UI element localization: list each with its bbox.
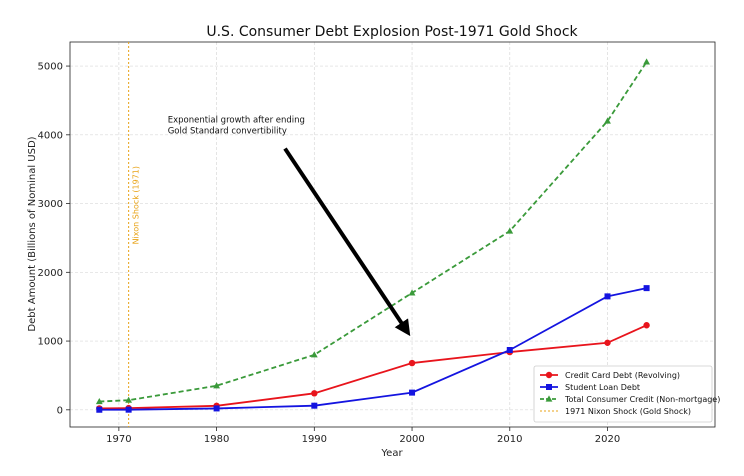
total-consumer-credit-point-2024	[643, 58, 650, 65]
total-consumer-credit-point-1990	[310, 351, 318, 358]
legend: Credit Card Debt (Revolving) Student Loa…	[533, 365, 720, 423]
student-loan-point-2010	[506, 347, 513, 353]
student-loan-line	[99, 287, 647, 411]
gridlines	[70, 42, 715, 427]
y-tick-label-5000: 5000	[38, 62, 63, 73]
annotation-group: Exponential growth after ending Gold Sta…	[168, 116, 411, 337]
credit-card-point-1990	[311, 390, 318, 397]
axis-ticks: 1970 1980 1990 2000 2010 2020 0 1000 2000 3000 400…	[38, 62, 621, 445]
x-tick-label-2020: 2020	[595, 434, 620, 445]
student-loan-point-2024	[643, 285, 650, 292]
y-tick-label-3000: 3000	[38, 199, 63, 210]
x-tick-label-2010: 2010	[497, 434, 522, 445]
nixon-shock-label: Nixon Shock (1971)	[132, 166, 141, 244]
plot-area	[69, 41, 716, 428]
annotation-line-1: Exponential growth after ending	[168, 116, 305, 126]
x-tick-label-1990: 1990	[302, 434, 327, 445]
legend-marker-total-consumer-credit	[545, 395, 553, 402]
x-tick-label-1970: 1970	[106, 434, 131, 445]
student-loan-point-2000	[409, 389, 416, 396]
legend-marker-credit-card	[545, 371, 553, 379]
x-tick-label-1980: 1980	[204, 434, 229, 445]
total-consumer-credit-point-1968	[95, 397, 103, 405]
chart-title: U.S. Consumer Debt Explosion Post-1971 G…	[206, 24, 578, 40]
legend-marker-student-loan	[546, 384, 552, 390]
y-tick-label-0: 0	[57, 405, 63, 416]
total-consumer-credit-point-1971	[125, 396, 133, 403]
credit-card-point-2020	[604, 339, 611, 346]
legend-label-nixon-shock: 1971 Nixon Shock (Gold Shock)	[565, 407, 691, 416]
legend-label-total-consumer-credit: Total Consumer Credit (Non-mortgage)	[564, 395, 720, 404]
annotation-line-2: Gold Standard convertibility	[168, 127, 287, 137]
y-axis-label: Debt Amount (Billions of Nominal USD)	[27, 136, 38, 331]
credit-card-point-2000	[408, 359, 416, 367]
x-tick-label-2000: 2000	[399, 434, 424, 445]
total-consumer-credit-line	[99, 61, 648, 403]
y-tick-label-4000: 4000	[38, 130, 63, 141]
student-loan-point-1990	[311, 402, 318, 409]
legend-label-credit-card: Credit Card Debt (Revolving)	[565, 371, 680, 380]
student-loan-point-1980	[213, 405, 220, 412]
total-consumer-credit-point-2020	[604, 117, 611, 124]
legend-box	[533, 365, 713, 423]
total-consumer-credit-point-2000	[408, 289, 416, 296]
legend-label-student-loan: Student Loan Debt	[565, 383, 640, 392]
annotation-arrow	[283, 147, 411, 337]
credit-card-line	[99, 324, 647, 410]
student-loan-point-2020	[604, 293, 611, 300]
credit-card-point-2024	[643, 322, 650, 329]
series-group	[95, 58, 650, 413]
x-axis-label: Year	[380, 448, 403, 459]
y-tick-label-2000: 2000	[38, 268, 63, 279]
y-tick-label-1000: 1000	[38, 337, 63, 348]
student-loan-point-1971	[125, 406, 132, 413]
nixon-shock-line-group: Nixon Shock (1971)	[128, 42, 141, 427]
total-consumer-credit-point-2010	[506, 227, 514, 234]
total-consumer-credit-point-1980	[213, 382, 220, 389]
student-loan-point-1968	[96, 406, 103, 413]
